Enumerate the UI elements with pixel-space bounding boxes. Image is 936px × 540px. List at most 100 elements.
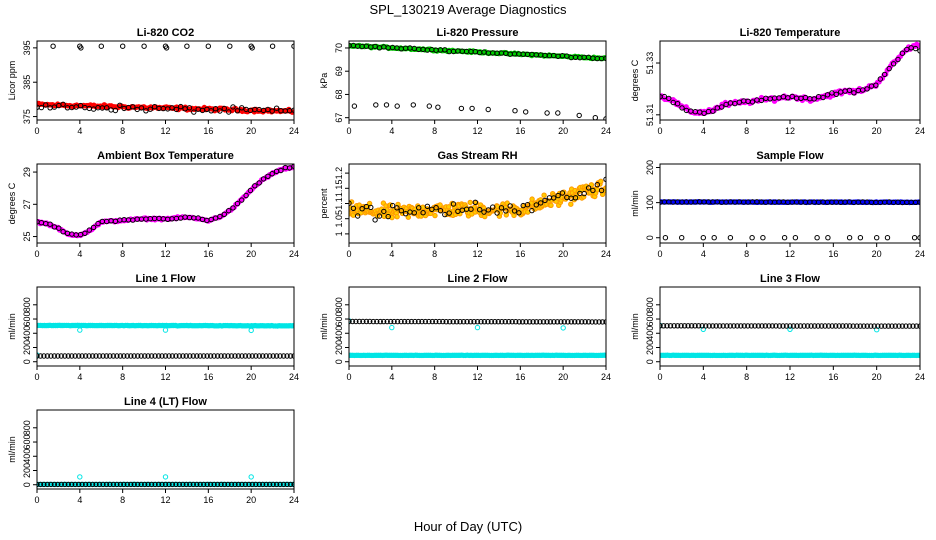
panel-line-4-lt-flow-point (138, 481, 144, 488)
panel-line-4-lt-flow-point (183, 481, 190, 488)
panel-line-1-flow-point (62, 353, 68, 359)
panel-li-820-temperature-xtick-label: 4 (701, 126, 706, 136)
panel-line-4-lt-flow-point (280, 481, 287, 488)
panel-line-3-flow-point (864, 323, 870, 329)
panel-li-820-co2-point (234, 108, 241, 114)
panel-sample-flow-point (727, 235, 734, 241)
panel-line-3-flow-point (688, 323, 695, 329)
panel-line-3-flow-point (738, 323, 744, 329)
panel-ambient-box-temperature-xtick-label: 12 (160, 249, 170, 259)
panel-gas-stream-rh-point (598, 187, 605, 194)
panel-line-2-flow-ytick-label: 800 (334, 297, 344, 312)
panel-line-3-flow-point (703, 323, 709, 329)
panel-line-1-flow-point (79, 353, 85, 359)
panel-sample-flow-point (781, 235, 788, 241)
panel-li-820-pressure-point (512, 108, 518, 114)
panel-line-1-flow-point (242, 353, 249, 359)
panel-line-4-lt-flow-point (107, 481, 113, 488)
panel-li-820-pressure-point (373, 102, 379, 108)
panel-line-3-flow-point (804, 323, 811, 329)
panel-line-3-flow-point (850, 323, 856, 329)
panel-gas-stream-rh-point (585, 185, 592, 191)
panel-ambient-box-temperature-xtick-label: 16 (203, 249, 213, 259)
panel-line-2-flow-point (499, 319, 505, 325)
panel-line-2-flow-point (398, 318, 404, 325)
panel-gas-stream-rh-point (359, 206, 365, 212)
panel-ambient-box-temperature-ytick-label: 25 (22, 232, 32, 242)
panel-line-1-flow-xtick-label: 4 (77, 372, 82, 382)
panel-line-2-flow-point (447, 319, 453, 325)
panel-li-820-pressure-xtick-label: 20 (558, 126, 568, 136)
panel-li-820-temperature-ytick-label: 51.31 (645, 104, 655, 127)
panel-gas-stream-rh-point (477, 207, 483, 213)
panel-line-4-lt-flow-point (248, 474, 254, 480)
panel-line-3-flow-ytick-label: 800 (645, 297, 655, 312)
panel-sample-flow-point (884, 235, 891, 241)
panel-sample-flow-point (700, 235, 706, 241)
panel-gas-stream-rh-point (376, 213, 383, 219)
panel-gas-stream-rh-point (594, 182, 600, 188)
panel-gas-stream-rh-point (394, 205, 400, 211)
panel-line-1-flow-point (214, 353, 221, 359)
panel-line-1-flow-point (107, 353, 113, 359)
panel-line-2-flow-point (454, 319, 460, 325)
panel-ambient-box-temperature-point (252, 183, 258, 189)
panel-li-820-co2-point (212, 106, 219, 112)
panel-line-3-flow-point (745, 323, 751, 329)
panel-line-2-flow-point (384, 318, 390, 325)
panel-line-3-flow-point (889, 323, 895, 329)
panel-line-4-lt-flow-point (253, 481, 259, 488)
panel-line-4-lt-flow-ytick-label: 200 (22, 463, 32, 478)
panel-sample-flow-ylabel: ml/min (630, 190, 640, 217)
panel-line-2-flow-point (565, 319, 571, 325)
panel-gas-stream-rh-point (402, 211, 409, 217)
panel-ambient-box-temperature: Ambient Box Temperature 0 4 8 12 16 20 24 25 27 29… (7, 150, 299, 259)
panel-line-3-flow-point (892, 323, 899, 329)
panel-ambient-box-temperature-point (269, 171, 275, 177)
panel-gas-stream-rh-point (481, 209, 487, 215)
panel-line-2-flow-point (502, 319, 508, 325)
panel-sample-flow-point (760, 235, 766, 241)
panel-line-2-flow-point (460, 319, 467, 325)
panel-ambient-box-temperature-xtick-label: 4 (77, 249, 82, 259)
panel-line-4-lt-flow-point (187, 481, 193, 488)
panel-line-3-flow-point (681, 323, 688, 329)
panel-ambient-box-temperature-point (47, 221, 53, 227)
panel-gas-stream-rh-series (349, 176, 606, 223)
panel-line-3-flow-point (811, 323, 818, 329)
panel-line-3-flow-point (706, 323, 712, 329)
panel-line-1-flow-series (37, 322, 294, 359)
panel-line-4-lt-flow-point (232, 481, 238, 488)
panel-line-3-flow-point (660, 323, 667, 329)
panel-line-1-flow-point (65, 353, 72, 359)
panel-line-1-flow-point (121, 353, 127, 359)
panel-li-820-co2-series-line-avg-low (37, 101, 294, 115)
panel-line-3-flow-title: Line 3 Flow (760, 273, 820, 285)
panel-li-820-pressure-point (592, 115, 598, 120)
panel-ambient-box-temperature-point (90, 224, 97, 231)
panel-line-1-flow-point (37, 353, 40, 359)
panel-li-820-pressure-series (349, 42, 606, 120)
panel-line-4-lt-flow-title: Line 4 (LT) Flow (124, 396, 207, 408)
panel-line-2-flow-point (585, 319, 592, 325)
panel-li-820-pressure-ylabel: kPa (319, 73, 329, 89)
panel-li-820-pressure-xtick-label: 16 (515, 126, 525, 136)
panel-li-820-temperature-point (833, 91, 839, 98)
panel-line-1-flow-point (270, 353, 276, 359)
panel-line-3-flow-point (773, 323, 779, 329)
panel-line-1-flow-series-line-flow-high (37, 322, 294, 329)
panel-li-820-co2: Li-820 CO2 0 4 8 12 16 20 24 375 385 395 Licor ppm (7, 27, 299, 136)
panel-line-1-flow-point (263, 353, 269, 359)
panel-line-2-flow-point (391, 318, 397, 325)
panel-gas-stream-rh-point (555, 192, 561, 199)
panel-line-4-lt-flow-xtick-label: 4 (77, 495, 82, 505)
panel-li-820-temperature-point (824, 92, 831, 98)
panel-li-820-temperature: Li-820 Temperature 0 4 8 12 16 20 24 51.31 51.33 d… (630, 27, 925, 136)
panel-gas-stream-rh-point (349, 200, 352, 206)
panel-line-2-flow-point (478, 319, 484, 325)
panel-li-820-temperature-point (719, 104, 725, 110)
panel-li-820-co2-point (249, 45, 255, 51)
panel-line-2-flow-point (513, 319, 519, 325)
panel-line-3-flow-point (843, 323, 849, 329)
panel-line-4-lt-flow-point (86, 481, 92, 488)
